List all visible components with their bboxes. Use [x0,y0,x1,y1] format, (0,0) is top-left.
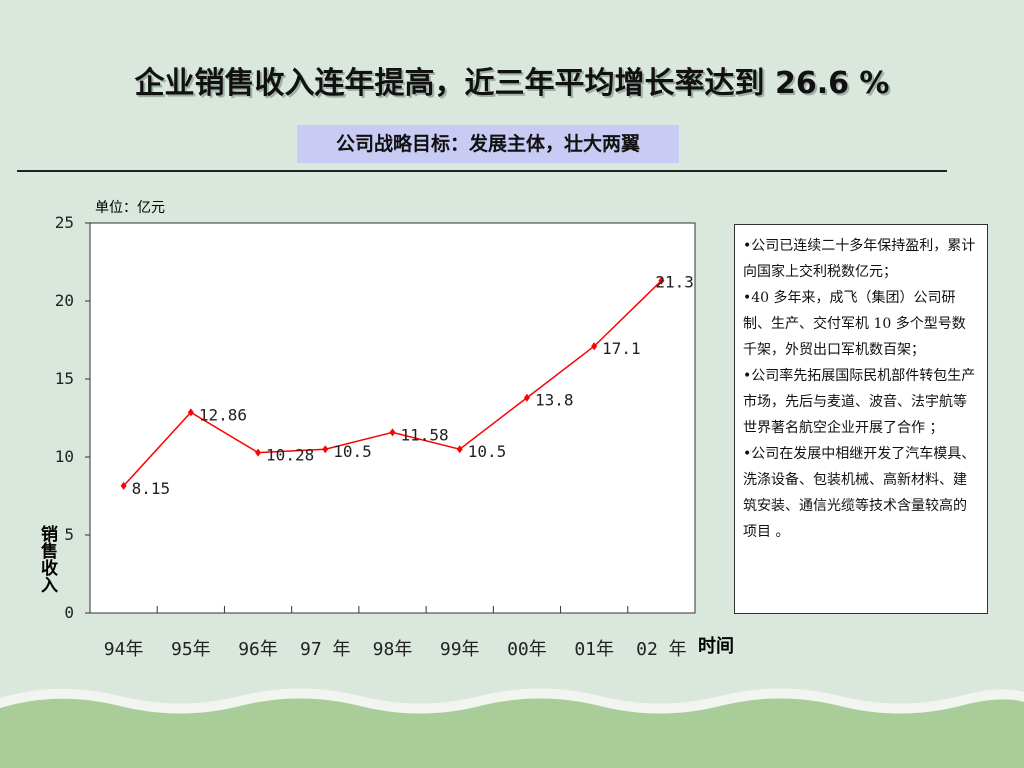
y-tick-label: 0 [64,603,74,622]
y-tick-label: 5 [64,525,74,544]
x-tick-label: 95年 [171,639,211,660]
data-label: 8.15 [132,479,171,498]
y-tick-label: 15 [55,369,74,388]
info-item: •公司已连续二十多年保持盈利，累计向国家上交利税数亿元； [743,238,976,280]
data-point-marker [658,276,665,285]
plot-area [89,222,696,614]
sales-line-chart: 0 5 10 15 20 25 94年 95年 96年 97 年 98年 99年 00年 01年 02 年 8… [55,213,696,660]
x-tick-label: 02 年 [636,639,687,660]
data-point-marker [591,342,598,351]
data-point-marker [120,481,127,490]
data-point-marker [523,393,530,402]
decorative-wave-footer [0,688,1024,768]
y-axis-title: 销售收入 [37,525,57,593]
data-point-marker [322,445,329,454]
x-tick-label: 96年 [238,639,278,660]
info-item: •40 多年来，成飞（集团）公司研制、生产、交付军机 10 多个型号数千架，外贸… [743,290,966,358]
data-label: 13.8 [535,391,574,410]
y-tick-label: 10 [55,447,74,466]
data-label: 12.86 [199,405,247,424]
title-divider [17,170,947,172]
strategy-banner: 公司战略目标：发展主体，壮大两翼 [297,125,679,163]
data-label: 10.5 [468,442,507,461]
data-label: 17.1 [602,339,641,358]
x-tick-label: 01年 [574,639,614,660]
data-point-marker [456,445,463,454]
data-label: 10.5 [333,442,372,461]
data-point-marker [389,428,396,437]
x-tick-label: 97 年 [300,639,351,660]
slide-title: 企业销售收入连年提高，近三年平均增长率达到 26.6 % [134,66,890,101]
info-box: •公司已连续二十多年保持盈利，累计向国家上交利税数亿元； •40 多年来，成飞（… [734,224,988,614]
data-label: 11.58 [401,425,449,444]
y-tick-label: 25 [55,213,74,232]
x-tick-label: 99年 [440,639,480,660]
info-item: •公司率先拓展国际民机部件转包生产市场，先后与麦道、波音、法宇航等世界著名航空企… [743,368,976,436]
data-point-marker [187,408,194,417]
x-tick-label: 94年 [104,639,144,660]
data-label: 21.3 [655,273,694,292]
info-item: •公司在发展中相继开发了汽车模具、洗涤设备、包装机械、高新材料、建筑安装、通信光… [743,446,976,540]
data-label: 10.28 [266,446,314,465]
x-tick-label: 98年 [373,639,413,660]
x-tick-label: 00年 [507,639,547,660]
unit-label: 单位：亿元 [95,200,165,216]
x-axis-title: 时间 [698,636,734,657]
y-tick-label: 20 [55,291,74,310]
data-point-marker [255,448,262,457]
